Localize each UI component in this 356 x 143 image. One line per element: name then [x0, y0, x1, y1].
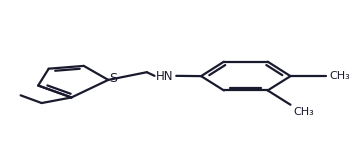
Text: CH₃: CH₃: [329, 71, 350, 81]
Text: CH₃: CH₃: [293, 107, 314, 117]
Text: S: S: [110, 72, 117, 85]
Text: HN: HN: [156, 70, 174, 83]
